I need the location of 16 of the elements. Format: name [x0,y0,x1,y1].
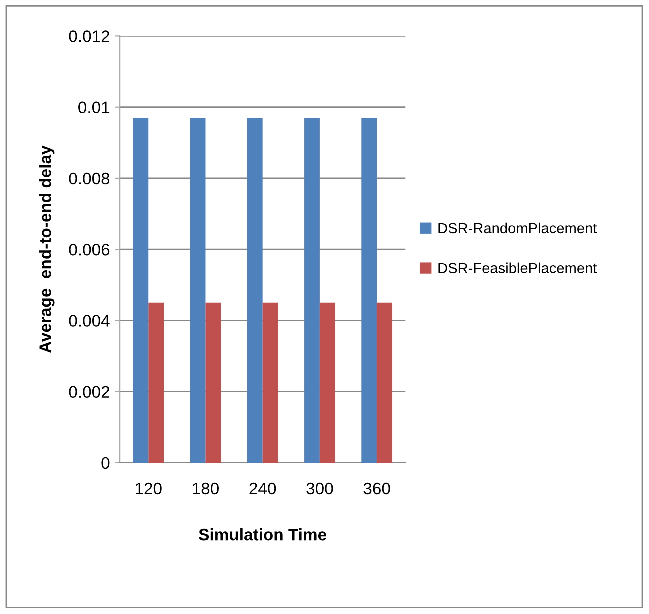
y-axis-title: Average end-to-end delay [39,146,55,354]
x-tick-label: 240 [250,482,276,495]
y-tick-label: 0.008 [69,172,110,185]
y-tick-label: 0.012 [69,30,110,42]
legend-label: DSR-FeasiblePlacement [438,262,598,274]
x-axis-title: Simulation Time [199,528,326,541]
x-tick-label: 120 [136,482,162,495]
x-tick-label: 360 [364,482,390,495]
x-tick-label: 300 [306,482,334,495]
y-tick-label: 0 [102,457,110,470]
legend-label: DSR-RandomPlacement [438,222,598,234]
y-tick-label: 0.002 [69,386,110,398]
x-tick-label: 180 [193,482,219,495]
y-tick-label: 0.006 [69,244,110,256]
y-tick-label: 0.004 [69,315,110,327]
y-tick-label: 0.01 [78,102,110,114]
